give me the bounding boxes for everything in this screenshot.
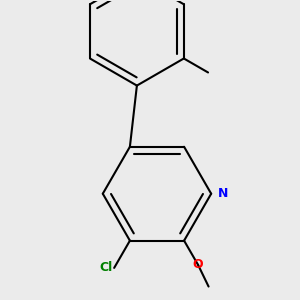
Text: Cl: Cl [99, 261, 112, 274]
Text: N: N [218, 187, 228, 200]
Text: O: O [193, 258, 203, 272]
